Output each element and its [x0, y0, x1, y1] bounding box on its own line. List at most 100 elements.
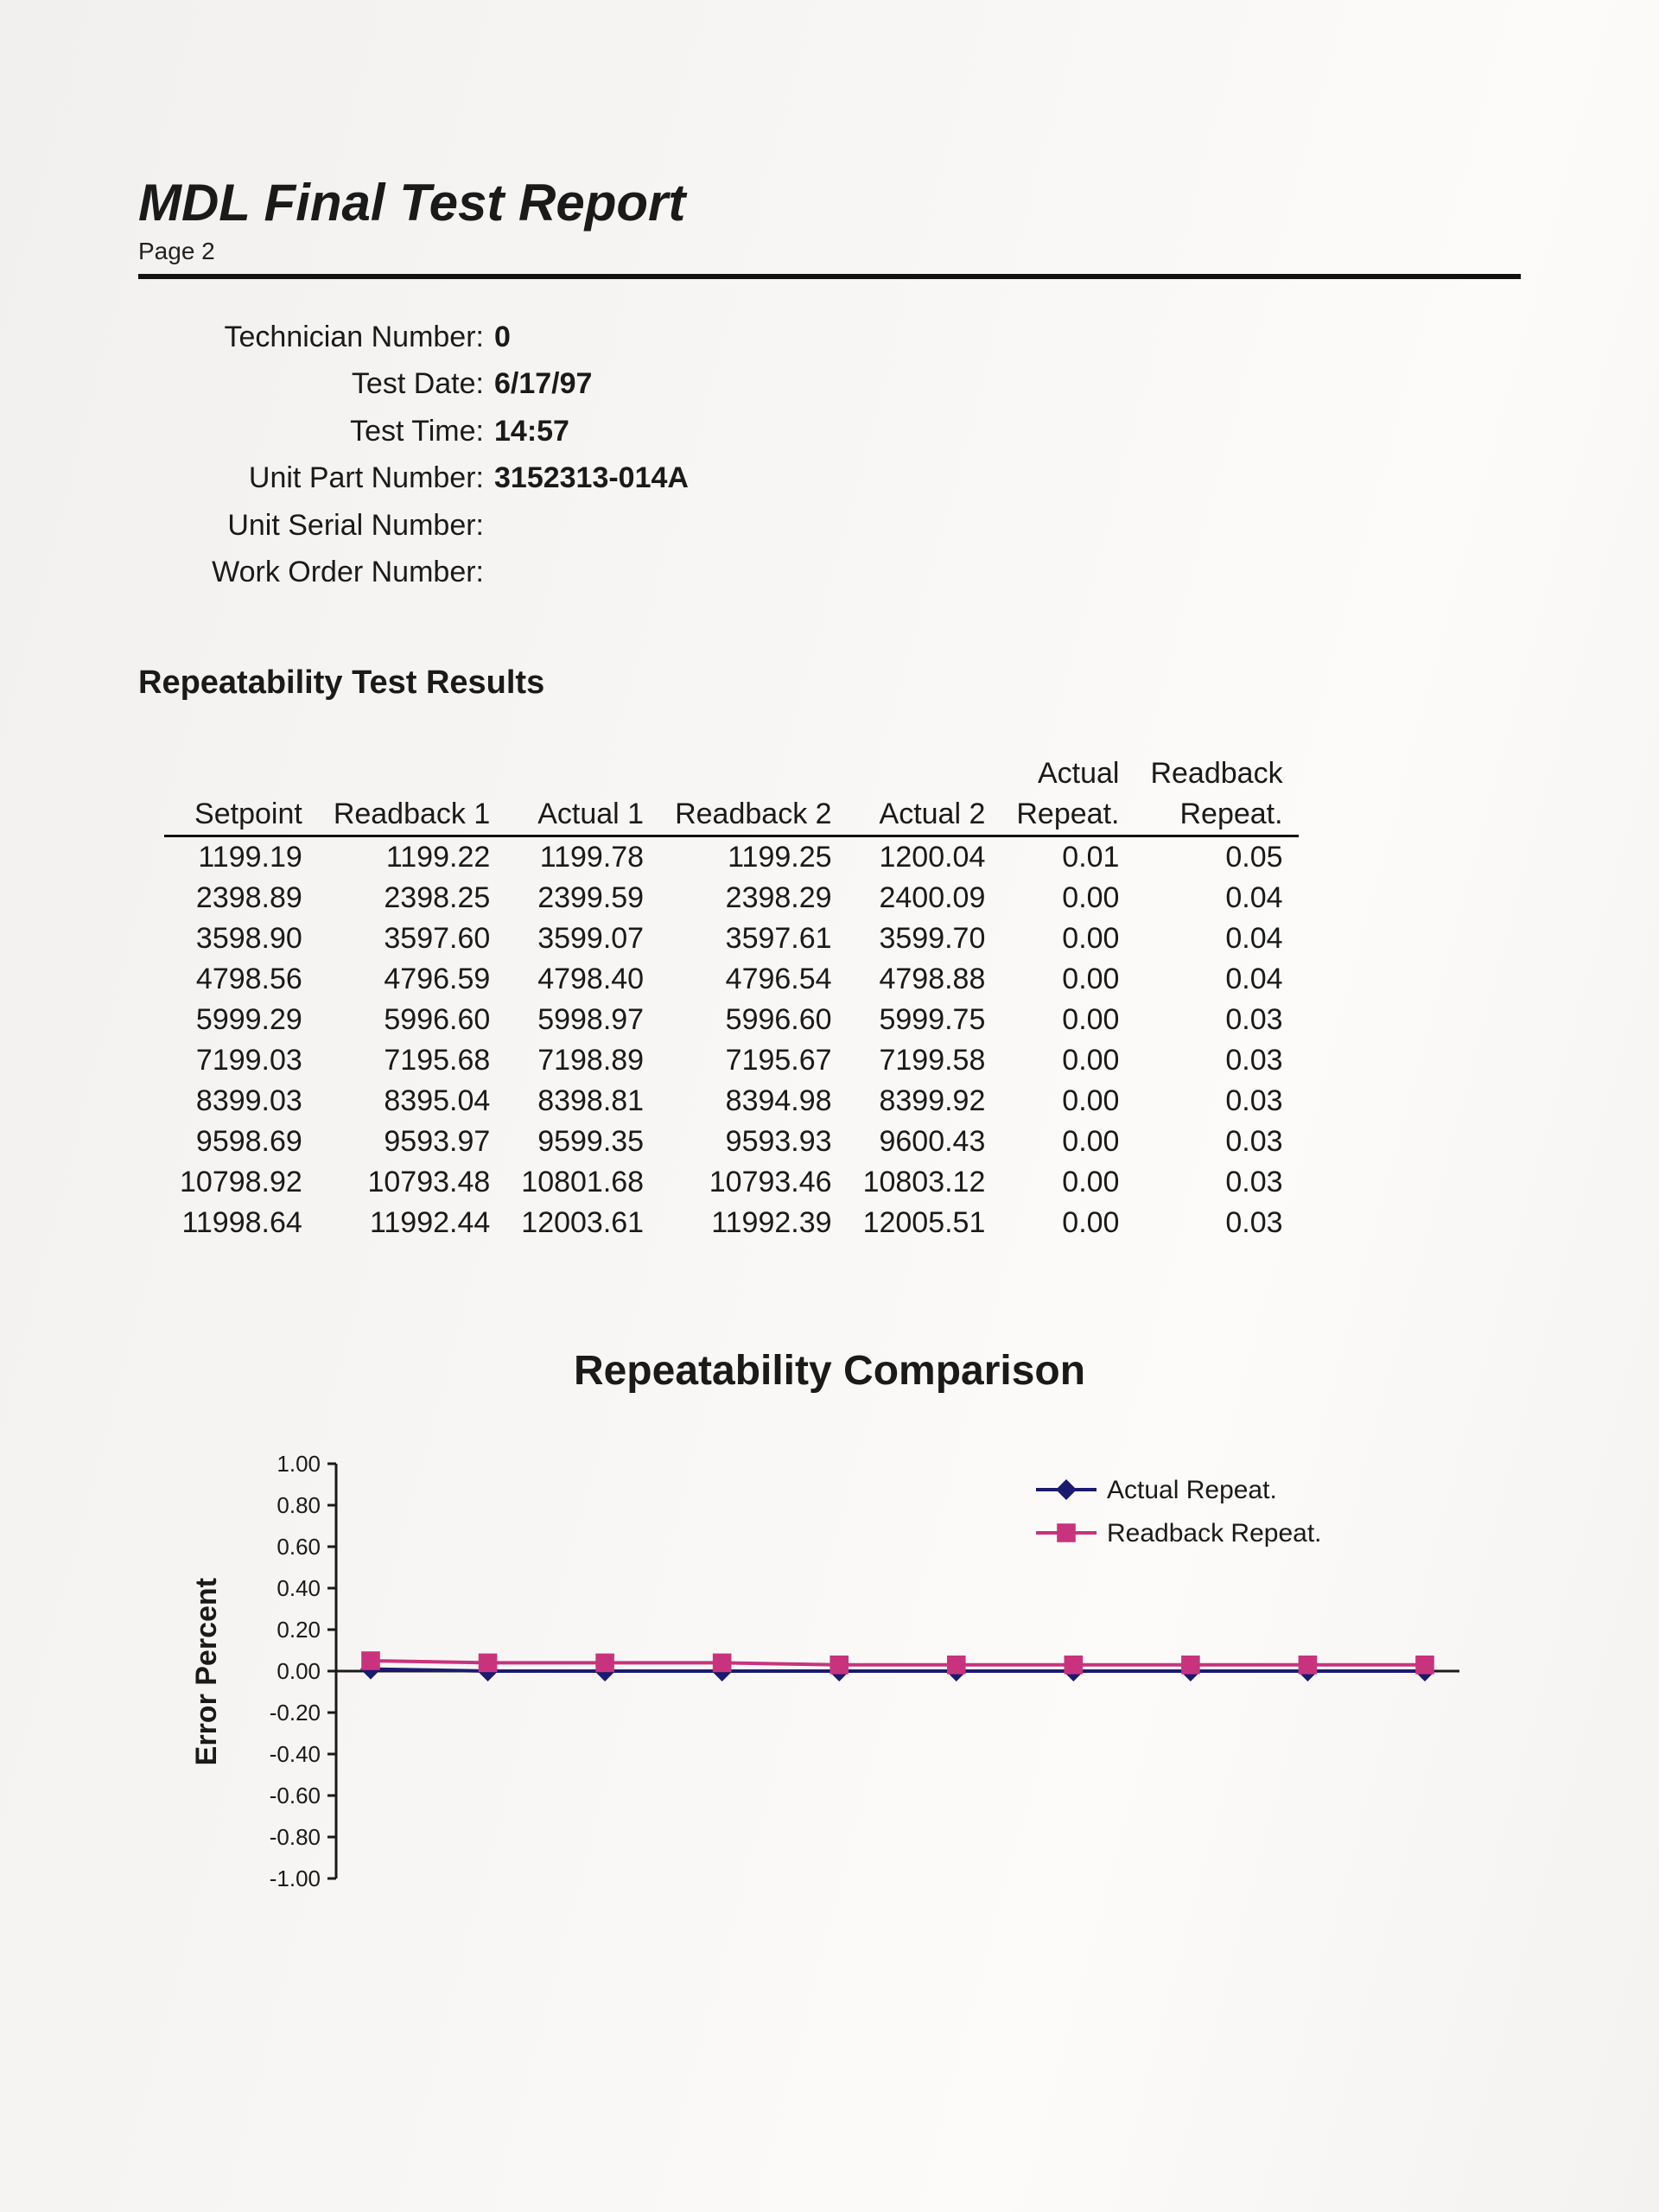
table-row: 9598.699593.979599.359593.939600.430.000… — [164, 1122, 1299, 1162]
series-marker-square — [479, 1654, 498, 1673]
table-cell: 0.03 — [1135, 1040, 1298, 1081]
meta-row: Unit Serial Number: — [190, 502, 1521, 549]
report-title: MDL Final Test Report — [138, 173, 1521, 232]
table-cell: 4796.54 — [659, 959, 847, 1000]
table-cell: 4798.56 — [164, 959, 318, 1000]
table-cell: 8399.03 — [164, 1081, 318, 1122]
y-tick-label: 0.80 — [276, 1492, 321, 1518]
table-cell: 2400.09 — [848, 878, 1001, 918]
table-header: Readback 1 — [318, 794, 505, 836]
table-superheader — [505, 753, 659, 794]
y-tick-label: -0.20 — [270, 1700, 321, 1726]
meta-row: Test Time:14:57 — [190, 408, 1521, 454]
table-header: Setpoint — [164, 794, 318, 836]
table-cell: 0.00 — [1001, 1162, 1135, 1203]
table-cell: 0.03 — [1135, 1203, 1298, 1243]
table-cell: 0.03 — [1135, 1081, 1298, 1122]
table-cell: 0.00 — [1001, 1040, 1135, 1081]
chart-ylabel: Error Percent — [190, 1578, 224, 1765]
legend-label: Actual Repeat. — [1107, 1476, 1277, 1504]
table-cell: 12003.61 — [505, 1203, 659, 1243]
table-cell: 0.05 — [1135, 836, 1298, 879]
meta-row: Work Order Number: — [190, 549, 1521, 595]
table-cell: 5998.97 — [505, 1000, 659, 1040]
table-cell: 11992.44 — [318, 1203, 505, 1243]
table-row: 7199.037195.687198.897195.677199.580.000… — [164, 1040, 1299, 1081]
table-cell: 1199.22 — [318, 836, 505, 879]
table-cell: 2398.25 — [318, 878, 505, 918]
table-cell: 4798.88 — [848, 959, 1001, 1000]
y-tick-label: 0.40 — [276, 1575, 321, 1601]
table-header: Actual 1 — [505, 794, 659, 836]
table-cell: 10793.48 — [318, 1162, 505, 1203]
y-tick-label: -0.60 — [270, 1783, 321, 1808]
table-row: 5999.295996.605998.975996.605999.750.000… — [164, 1000, 1299, 1040]
table-cell: 0.00 — [1001, 1000, 1135, 1040]
table-cell: 1199.19 — [164, 836, 318, 879]
table-superheader — [164, 753, 318, 794]
table-cell: 10793.46 — [659, 1162, 847, 1203]
table-cell: 8395.04 — [318, 1081, 505, 1122]
meta-value: 14:57 — [494, 408, 569, 454]
meta-block: Technician Number:0Test Date:6/17/97Test… — [190, 314, 1521, 595]
table-superheader: Readback — [1135, 753, 1298, 794]
table-cell: 12005.51 — [848, 1203, 1001, 1243]
table-row: 10798.9210793.4810801.6810793.4610803.12… — [164, 1162, 1299, 1203]
table-cell: 8399.92 — [848, 1081, 1001, 1122]
y-tick-label: 0.00 — [276, 1658, 321, 1684]
y-tick-label: 0.20 — [276, 1617, 321, 1643]
table-cell: 11992.39 — [659, 1203, 847, 1243]
table-cell: 0.04 — [1135, 918, 1298, 959]
table-cell: 5996.60 — [318, 1000, 505, 1040]
table-cell: 9600.43 — [848, 1122, 1001, 1162]
table-cell: 9598.69 — [164, 1122, 318, 1162]
table-cell: 0.04 — [1135, 878, 1298, 918]
table-cell: 3599.70 — [848, 918, 1001, 959]
table-cell: 10801.68 — [505, 1162, 659, 1203]
meta-label: Unit Part Number: — [190, 454, 494, 501]
chart-block: Repeatability Comparison Error Percent 1… — [138, 1347, 1521, 1904]
table-cell: 3597.60 — [318, 918, 505, 959]
meta-value: 3152313-014A — [494, 454, 689, 501]
table-cell: 2399.59 — [505, 878, 659, 918]
series-marker-square — [947, 1656, 966, 1675]
table-header: Readback 2 — [659, 794, 847, 836]
results-table: ActualReadback SetpointReadback 1Actual 1… — [164, 753, 1299, 1243]
table-section-title: Repeatability Test Results — [138, 664, 1521, 702]
table-cell: 1199.25 — [659, 836, 847, 879]
series-marker-square — [1065, 1656, 1084, 1675]
table-cell: 7199.58 — [848, 1040, 1001, 1081]
y-tick-label: 1.00 — [276, 1451, 321, 1477]
series-marker-square — [361, 1652, 380, 1671]
legend-marker — [1056, 1479, 1077, 1500]
table-row: 4798.564796.594798.404796.544798.880.000… — [164, 959, 1299, 1000]
table-cell: 7199.03 — [164, 1040, 318, 1081]
meta-label: Technician Number: — [190, 314, 494, 360]
meta-value: 6/17/97 — [494, 360, 592, 407]
table-header: Actual 2 — [848, 794, 1001, 836]
series-marker-square — [1415, 1656, 1434, 1675]
table-cell: 0.01 — [1001, 836, 1135, 879]
table-superheader — [848, 753, 1001, 794]
table-cell: 0.00 — [1001, 959, 1135, 1000]
table-cell: 0.00 — [1001, 878, 1135, 918]
meta-label: Test Date: — [190, 360, 494, 407]
legend-marker — [1057, 1524, 1076, 1543]
table-cell: 0.00 — [1001, 1203, 1135, 1243]
table-cell: 4796.59 — [318, 959, 505, 1000]
table-cell: 1199.78 — [505, 836, 659, 879]
meta-row: Unit Part Number:3152313-014A — [190, 454, 1521, 501]
table-cell: 7198.89 — [505, 1040, 659, 1081]
table-cell: 9593.97 — [318, 1122, 505, 1162]
table-cell: 5999.75 — [848, 1000, 1001, 1040]
table-cell: 1200.04 — [848, 836, 1001, 879]
table-cell: 0.03 — [1135, 1000, 1298, 1040]
meta-value: 0 — [494, 314, 511, 360]
series-marker-square — [1299, 1656, 1318, 1675]
y-tick-label: -0.40 — [270, 1741, 321, 1767]
table-cell: 5999.29 — [164, 1000, 318, 1040]
table-cell: 3598.90 — [164, 918, 318, 959]
legend-label: Readback Repeat. — [1107, 1519, 1322, 1548]
table-cell: 11998.64 — [164, 1203, 318, 1243]
table-superheader: Actual — [1001, 753, 1135, 794]
